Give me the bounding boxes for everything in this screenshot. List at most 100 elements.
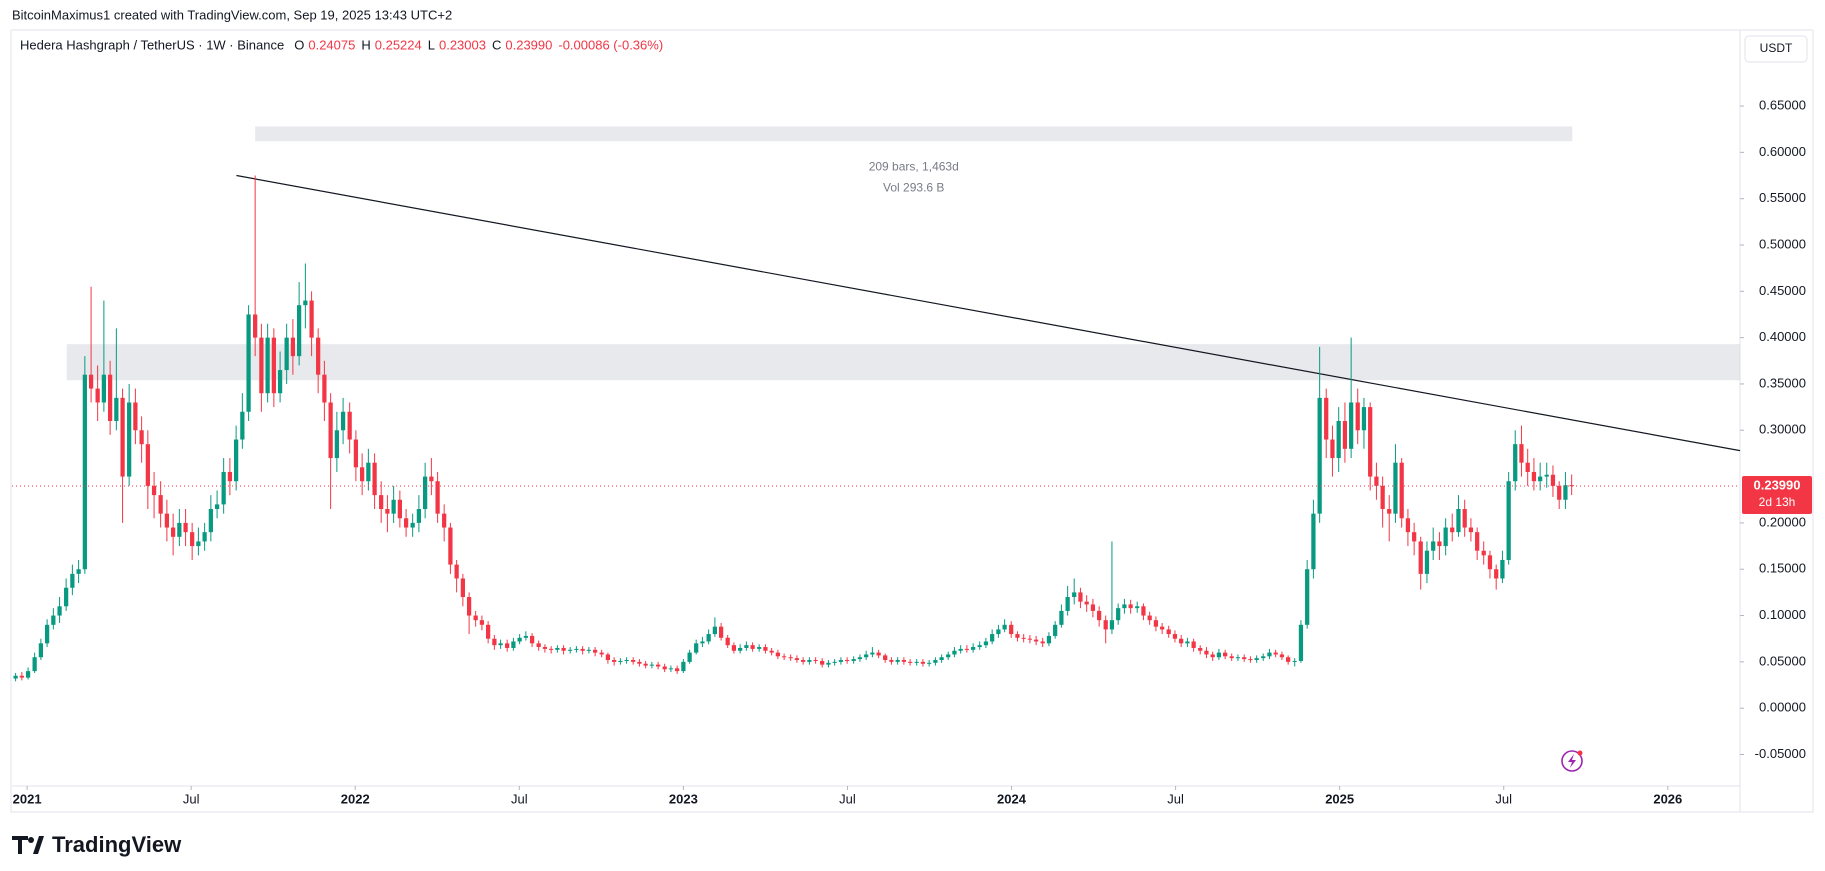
legend-text: 0.23003	[439, 37, 486, 52]
candle-body	[44, 624, 50, 644]
candle-body	[655, 664, 661, 667]
candle-body	[1059, 610, 1064, 625]
candle-body	[1046, 635, 1052, 644]
candle-body	[851, 659, 856, 661]
candle-body	[1002, 624, 1007, 630]
measure-text: 209 bars, 1,463d	[869, 159, 959, 173]
candle-body	[1317, 397, 1322, 514]
candle-body	[1116, 608, 1121, 621]
candle-body	[1544, 474, 1549, 477]
y-tick-label: 0.35000	[1759, 375, 1806, 390]
candle-body	[744, 645, 749, 648]
candle-body	[1261, 656, 1266, 659]
candle-body	[801, 660, 806, 662]
candle-body	[214, 504, 220, 510]
candle-body	[687, 652, 692, 662]
candle-body	[208, 509, 213, 533]
candle-body	[82, 374, 87, 570]
candle-body	[139, 430, 144, 445]
candle-body	[1393, 462, 1398, 514]
candle-body	[429, 476, 434, 482]
candle-body	[379, 495, 384, 510]
candle-body	[460, 578, 465, 598]
candle-body	[246, 314, 251, 412]
candle-body	[202, 532, 207, 542]
candle-body	[706, 634, 711, 642]
countdown-label: 2d 13h	[1759, 495, 1796, 509]
x-tick-label: 2026	[1653, 791, 1682, 806]
candle-body	[1216, 652, 1222, 658]
y-tick-label: 0.00000	[1759, 700, 1806, 715]
candle-body	[813, 660, 818, 662]
candle-body	[1267, 652, 1272, 657]
currency-button[interactable]	[1744, 35, 1808, 63]
candle-body	[631, 660, 636, 662]
candle-body	[1254, 658, 1259, 661]
candle-body	[1204, 650, 1209, 655]
candle-body	[1336, 421, 1341, 459]
y-tick-label: 0.55000	[1759, 190, 1806, 205]
candle-body	[1443, 527, 1448, 547]
candle-body	[769, 650, 774, 653]
x-tick-label: 2021	[13, 791, 42, 806]
range-zone	[255, 126, 1573, 142]
candle-body	[738, 647, 743, 651]
candle-body	[1229, 656, 1234, 659]
candle-body	[536, 643, 541, 648]
candle-body	[750, 645, 755, 649]
candle-body	[1538, 476, 1543, 482]
candle-body	[57, 606, 62, 616]
candle-body	[952, 650, 957, 655]
candle-body	[1481, 550, 1486, 556]
candle-body	[1065, 597, 1070, 611]
candle-body	[889, 660, 894, 662]
candle-body	[1330, 439, 1335, 459]
candle-body	[832, 661, 837, 663]
candle-body	[1456, 509, 1461, 533]
x-tick-label: 2022	[341, 791, 370, 806]
candle-body	[1500, 559, 1505, 579]
candle-body	[1437, 541, 1442, 547]
candle-body	[309, 300, 314, 338]
candle-body	[1103, 620, 1108, 630]
candle-body	[1342, 421, 1348, 449]
candle-body	[1494, 569, 1499, 579]
candle-body	[1172, 634, 1178, 639]
legend-text: 0.23990	[505, 37, 552, 52]
candle-body	[681, 661, 686, 672]
candle-body	[1286, 657, 1291, 662]
candle-body	[971, 647, 976, 650]
candle-body	[1298, 624, 1304, 661]
alert-icon[interactable]	[1561, 750, 1583, 772]
candle-body	[1027, 638, 1033, 640]
candle-body	[599, 652, 604, 655]
candle-body	[933, 660, 938, 663]
candle-body	[983, 641, 989, 646]
candle-body	[158, 495, 163, 514]
candle-body	[114, 397, 119, 422]
candle-body	[64, 587, 69, 607]
candle-body	[1368, 407, 1373, 477]
candle-body	[466, 597, 472, 616]
candle-body	[542, 647, 548, 649]
candle-body	[271, 337, 276, 394]
y-tick-label: -0.05000	[1755, 746, 1806, 761]
candle-body	[259, 337, 264, 394]
chart-frame	[10, 29, 1814, 813]
candle-body	[624, 660, 629, 662]
candle-body	[694, 643, 699, 653]
legend-text: L	[428, 37, 435, 52]
candle-body	[1191, 641, 1196, 648]
candle-body	[347, 411, 352, 440]
candle-body	[820, 660, 825, 665]
candle-body	[51, 615, 56, 625]
candle-body	[946, 654, 951, 658]
candle-body	[1273, 652, 1278, 655]
candle-body	[574, 648, 579, 650]
candle-body	[1072, 592, 1077, 598]
candle-body	[284, 337, 289, 371]
candle-body	[1506, 481, 1511, 560]
candle-body	[1223, 652, 1228, 657]
candle-body	[334, 430, 339, 459]
candle-body	[76, 569, 81, 574]
